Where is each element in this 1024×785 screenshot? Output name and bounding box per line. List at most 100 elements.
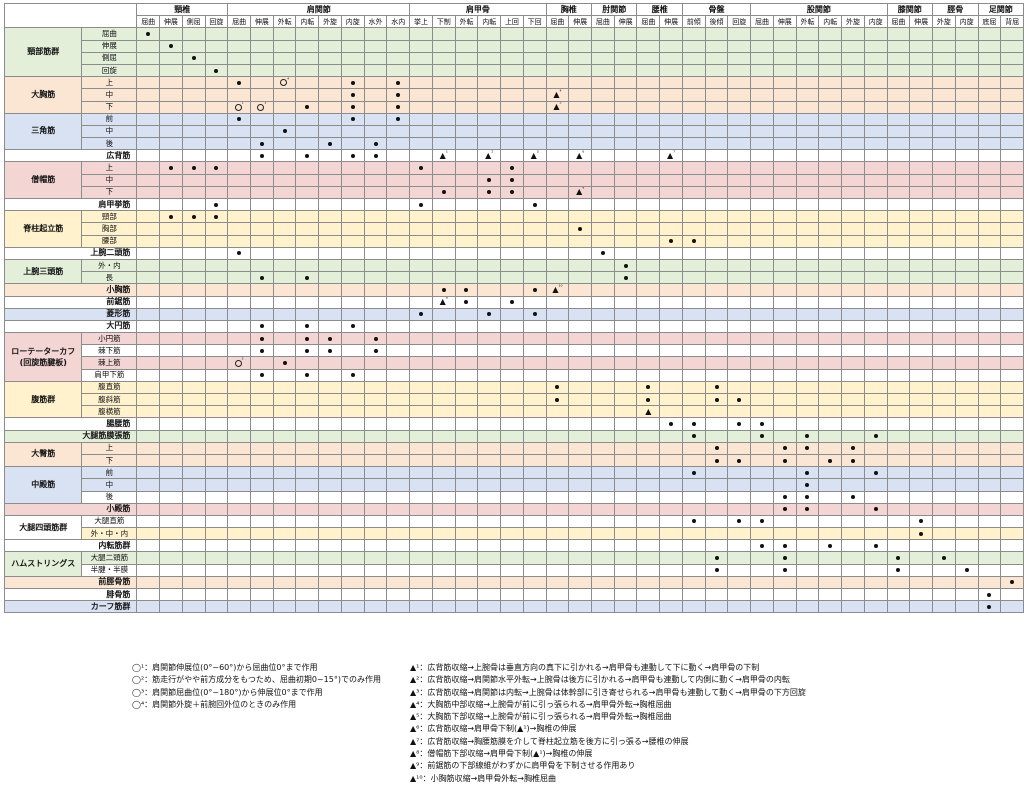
- empty-cell: [591, 368, 615, 382]
- empty-cell: [386, 429, 411, 443]
- empty-cell: [750, 551, 774, 565]
- action-dot-icon: [714, 556, 719, 561]
- empty-cell: [386, 295, 411, 309]
- empty-cell: [909, 307, 934, 321]
- empty-cell: [659, 587, 683, 602]
- empty-cell: [500, 563, 524, 577]
- empty-cell: [636, 587, 661, 602]
- empty-cell: [454, 246, 479, 260]
- empty-cell: [841, 234, 865, 248]
- muscle-part-label: 側屈: [81, 51, 138, 65]
- empty-cell: [681, 173, 706, 187]
- action-dot-icon: [578, 226, 583, 231]
- empty-cell: [272, 27, 297, 41]
- empty-cell: [863, 271, 888, 285]
- empty-cell: [613, 344, 638, 358]
- movement-header: 回旋: [204, 15, 229, 29]
- empty-cell: [136, 161, 161, 175]
- empty-cell: [431, 271, 456, 285]
- empty-cell: [181, 295, 206, 309]
- muscle-group-label: 菱形筋: [3, 307, 138, 321]
- empty-cell: [1000, 112, 1024, 126]
- empty-cell: [477, 356, 502, 370]
- movement-header: 後傾: [704, 15, 729, 29]
- empty-cell: [659, 392, 683, 407]
- empty-cell: [227, 478, 251, 492]
- action-cell: [613, 258, 638, 273]
- empty-cell: [909, 76, 934, 90]
- empty-cell: [272, 490, 297, 504]
- empty-cell: [477, 271, 502, 285]
- empty-cell: [568, 283, 593, 297]
- empty-cell: [1000, 210, 1024, 224]
- empty-cell: [841, 356, 865, 370]
- empty-cell: [977, 51, 1002, 65]
- empty-cell: [704, 307, 729, 321]
- empty-cell: [363, 283, 388, 297]
- empty-cell: [704, 271, 729, 285]
- empty-cell: [409, 563, 433, 577]
- action-dot-icon: [782, 446, 787, 451]
- table-row: 胸部: [5, 222, 1024, 236]
- empty-cell: [181, 527, 206, 541]
- empty-cell: [386, 39, 411, 53]
- empty-cell: [1000, 27, 1024, 41]
- joint-header: 胸椎: [545, 2, 593, 17]
- action-cell: [250, 149, 274, 163]
- empty-cell: [636, 222, 661, 236]
- empty-cell: [477, 88, 502, 102]
- empty-cell: [795, 563, 820, 577]
- empty-cell: [500, 197, 524, 212]
- action-cell: [636, 380, 661, 395]
- table-row: 下 ▲⁹: [5, 185, 1024, 200]
- muscle-part-label: 棘上筋: [81, 356, 138, 370]
- empty-cell: [272, 551, 297, 565]
- empty-cell: [477, 466, 502, 480]
- action-dot-icon: [305, 153, 310, 158]
- empty-cell: [886, 222, 911, 236]
- empty-cell: [1000, 234, 1024, 248]
- action-cell: [295, 332, 320, 346]
- empty-cell: [454, 197, 479, 212]
- indirect-action-cell: ▲⁹: [568, 185, 593, 200]
- empty-cell: [704, 185, 729, 200]
- empty-cell: [954, 502, 979, 516]
- empty-cell: [159, 417, 183, 431]
- empty-cell: [159, 600, 183, 614]
- empty-cell: [340, 307, 365, 321]
- empty-cell: [977, 356, 1002, 370]
- empty-cell: [159, 185, 183, 200]
- muscle-part-label: 長: [81, 271, 138, 285]
- empty-cell: [1000, 539, 1024, 553]
- empty-cell: [318, 283, 342, 297]
- action-cell: [727, 417, 752, 431]
- empty-cell: [295, 222, 320, 236]
- empty-cell: [363, 210, 388, 224]
- action-cell: [295, 100, 320, 114]
- empty-cell: [954, 76, 979, 90]
- action-dot-icon: [509, 166, 514, 171]
- empty-cell: [477, 380, 502, 395]
- empty-cell: [295, 417, 320, 431]
- empty-cell: [318, 51, 342, 65]
- empty-cell: [318, 429, 342, 443]
- empty-cell: [704, 356, 729, 370]
- empty-cell: [1000, 63, 1024, 78]
- empty-cell: [841, 27, 865, 41]
- empty-cell: [295, 307, 320, 321]
- empty-cell: [409, 453, 433, 468]
- action-cell: [227, 246, 251, 260]
- action-cell: [363, 137, 388, 151]
- empty-cell: [772, 344, 797, 358]
- action-cell: [204, 197, 229, 212]
- empty-cell: [363, 76, 388, 90]
- empty-cell: [795, 137, 820, 151]
- empty-cell: [909, 405, 934, 419]
- empty-cell: [204, 137, 229, 151]
- empty-cell: [386, 27, 411, 41]
- empty-cell: [681, 478, 706, 492]
- empty-cell: [522, 551, 547, 565]
- notes-triangle-legend: ▲¹：広背筋収縮→上腕骨は垂直方向の真下に引かれる→肩甲骨も連動して下に動く→肩…: [410, 662, 806, 785]
- empty-cell: [841, 137, 865, 151]
- empty-cell: [863, 222, 888, 236]
